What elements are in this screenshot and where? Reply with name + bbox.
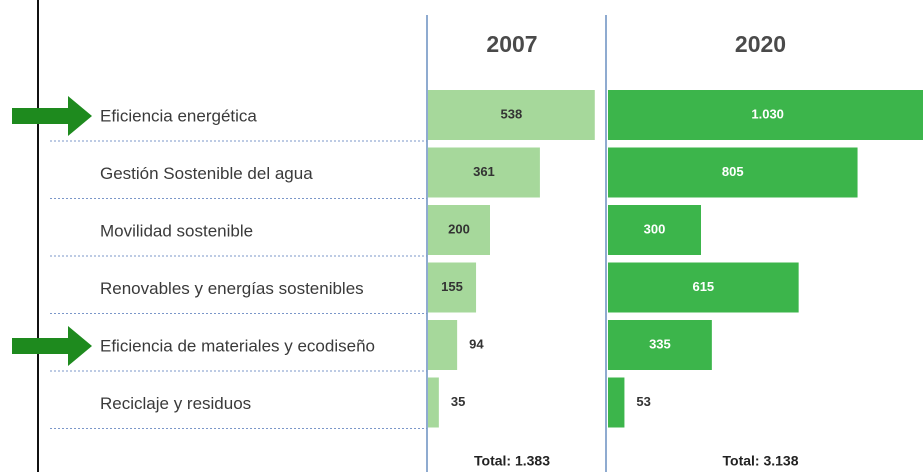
value-label: 805 [722, 164, 744, 179]
bar [428, 320, 458, 370]
arrow [12, 96, 92, 136]
category-label: Eficiencia de materiales y ecodiseño [100, 336, 375, 355]
bar [608, 320, 712, 370]
total-label: Total: 1.383 [474, 453, 550, 469]
bar [608, 377, 625, 428]
bar [608, 147, 858, 198]
value-label: 155 [441, 279, 463, 294]
category-label: Renovables y energías sostenibles [100, 279, 364, 298]
arrow [12, 326, 92, 366]
total-label: Total: 3.138 [723, 453, 799, 469]
bar [428, 377, 439, 428]
value-label: 615 [692, 279, 714, 294]
category-label: Gestión Sostenible del agua [100, 164, 313, 183]
bar [428, 262, 477, 313]
series-header: 2007 [486, 31, 537, 57]
value-label: 35 [451, 394, 465, 409]
bar [428, 205, 490, 255]
bar [428, 90, 595, 140]
value-label: 538 [501, 106, 523, 121]
series-header: 2020 [735, 31, 786, 57]
bar [608, 90, 923, 140]
value-label: 53 [636, 394, 650, 409]
bar [608, 262, 799, 313]
value-label: 200 [448, 221, 470, 236]
bar [608, 205, 701, 255]
value-label: 335 [649, 336, 671, 351]
value-label: 361 [473, 164, 495, 179]
category-label: Eficiencia energética [100, 106, 257, 125]
value-label: 1.030 [751, 106, 784, 121]
category-label: Movilidad sostenible [100, 221, 253, 240]
bar [428, 147, 540, 198]
value-label: 94 [469, 336, 484, 351]
value-label: 300 [644, 221, 666, 236]
category-label: Reciclaje y residuos [100, 394, 251, 413]
